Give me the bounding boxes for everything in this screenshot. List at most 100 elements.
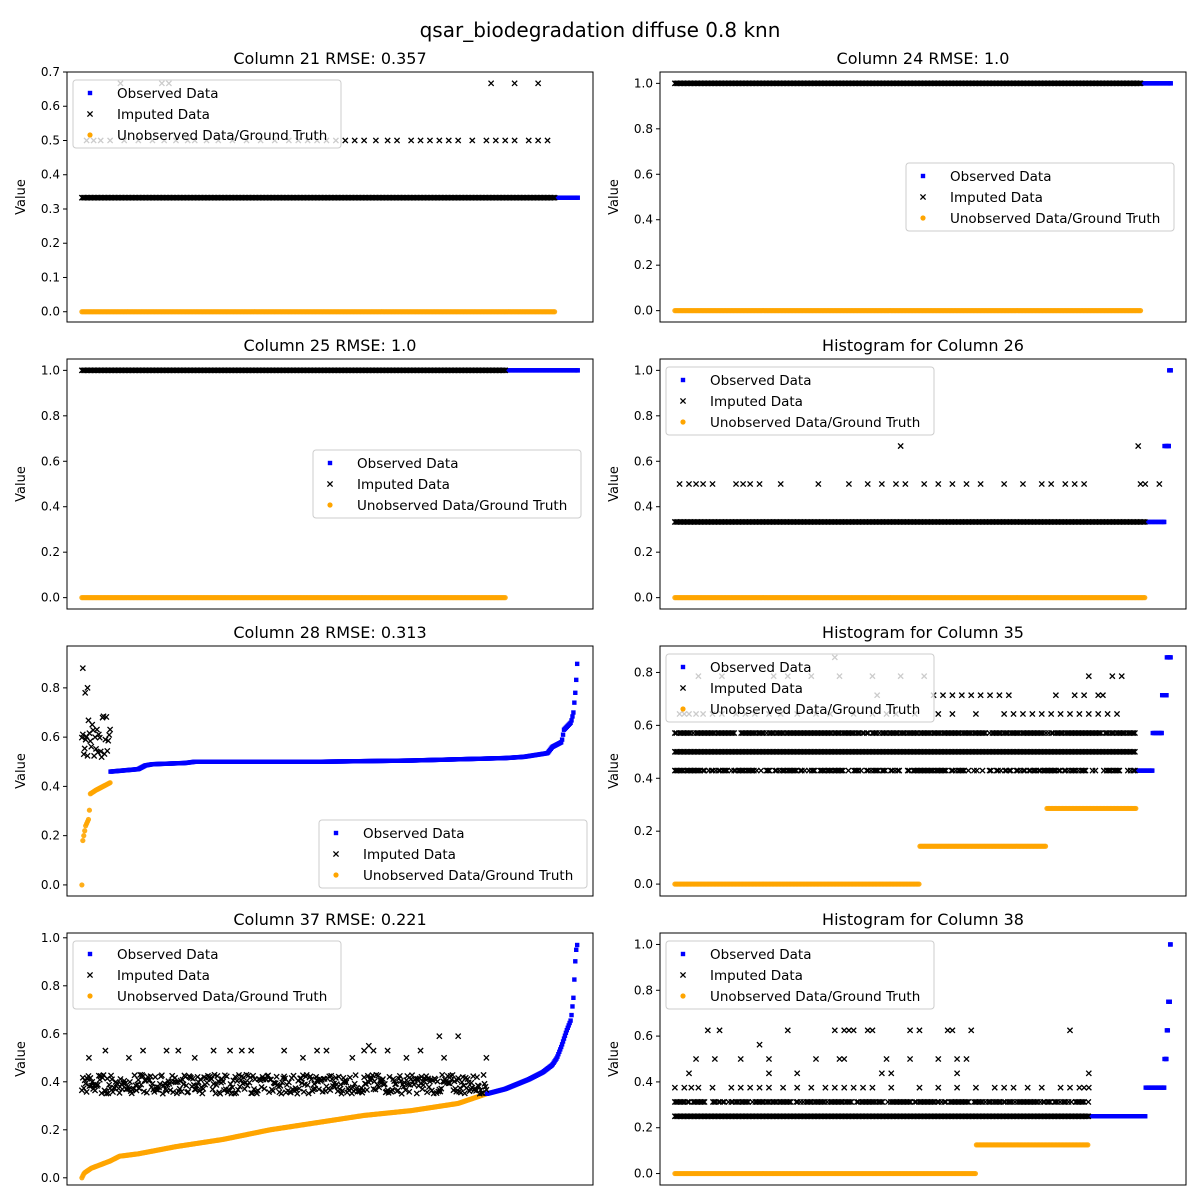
legend-ground-truth-marker [680, 706, 686, 712]
legend-ground-truth-marker [327, 502, 333, 508]
ground-truth-point [1133, 805, 1139, 812]
subplot-title: Column 37 RMSE: 0.221 [233, 910, 426, 929]
y-tick-label: 0.2 [41, 236, 60, 250]
legend-label: Unobserved Data/Ground Truth [950, 211, 1160, 227]
imputed-point [483, 137, 490, 144]
ground-truth-point [107, 780, 113, 786]
imputed-point [1019, 480, 1027, 488]
imputed-point [445, 137, 452, 144]
imputed-point [965, 767, 972, 774]
imputed-point [426, 137, 434, 144]
imputed-point [436, 137, 443, 144]
imputed-point [469, 137, 476, 144]
y-tick-label: 0.2 [41, 1123, 60, 1137]
y-tick-label: 0.2 [634, 545, 653, 559]
y-tick-label: 0.6 [41, 1027, 60, 1041]
imputed-point [1001, 480, 1008, 488]
imputed-point [1113, 710, 1121, 718]
observed-point [574, 677, 579, 683]
imputed-point [1137, 480, 1144, 488]
subplot-title: Histogram for Column 26 [822, 336, 1024, 355]
imputed-point [535, 137, 542, 144]
imputed-point [815, 480, 822, 488]
imputed-point [351, 137, 358, 144]
imputed-point [845, 767, 852, 774]
figure-title: qsar_biodegradation diffuse 0.8 knn [419, 18, 781, 42]
imputed-point [1038, 710, 1045, 718]
legend-label: Unobserved Data/Ground Truth [117, 128, 327, 144]
subplot-6: Histogram for Column 35Value0.00.20.40.6… [607, 623, 1187, 897]
legend-ground-truth-marker [680, 419, 686, 425]
data-marks [671, 80, 1173, 314]
subplot-title: Histogram for Column 35 [822, 623, 1024, 642]
subplot-title: Column 28 RMSE: 0.313 [233, 623, 426, 642]
imputed-point [935, 480, 942, 488]
imputed-point [81, 745, 88, 752]
imputed-point [756, 480, 763, 488]
subplot-5: Column 28 RMSE: 0.313Value0.00.20.40.60.… [14, 623, 594, 897]
observed-point [1150, 768, 1155, 773]
imputed-point [1156, 480, 1163, 488]
imputed-point [488, 80, 495, 87]
imputed-point [845, 480, 852, 488]
axes-frame [66, 71, 594, 323]
legend-label: Observed Data [363, 826, 464, 842]
imputed-point [455, 137, 462, 144]
legend-label: Observed Data [117, 86, 218, 102]
imputed-point [747, 480, 754, 488]
observed-point [571, 710, 576, 715]
y-axis-label: Value [607, 466, 622, 502]
y-tick-label: 0.3 [41, 202, 60, 216]
imputed-point [393, 137, 401, 144]
imputed-point [1038, 480, 1045, 488]
imputed-point [902, 480, 909, 488]
y-axis-label: Value [14, 179, 29, 215]
legend-label: Observed Data [357, 456, 458, 472]
imputed-point [958, 692, 965, 699]
imputed-point [551, 194, 558, 201]
imputed-point [1057, 710, 1064, 718]
y-tick-label: 0.0 [41, 305, 60, 319]
legend-label: Imputed Data [363, 847, 456, 863]
legend-label: Imputed Data [117, 107, 210, 123]
imputed-point [106, 731, 113, 738]
y-axis-label: Value [14, 1041, 29, 1077]
ground-truth-point [502, 595, 508, 601]
observed-point [575, 368, 580, 373]
imputed-point [1099, 692, 1106, 699]
imputed-point [864, 480, 871, 488]
legend-label: Unobserved Data/Ground Truth [710, 702, 920, 718]
imputed-point [921, 480, 928, 488]
observed-point [559, 737, 565, 742]
y-tick-label: 0.8 [41, 979, 60, 993]
imputed-point [1135, 442, 1142, 450]
y-tick-label: 0.8 [41, 681, 60, 695]
subplot-title: Column 24 RMSE: 1.0 [837, 49, 1010, 68]
legend-label: Imputed Data [710, 394, 803, 410]
imputed-point [1118, 673, 1125, 680]
imputed-point [1010, 710, 1017, 718]
ground-truth-point [86, 807, 93, 813]
y-tick-label: 0.5 [41, 133, 60, 147]
y-tick-label: 1.0 [634, 363, 653, 377]
imputed-point [417, 137, 424, 144]
legend-ground-truth-marker [333, 872, 339, 878]
observed-point [1168, 655, 1173, 660]
observed-point [560, 732, 566, 737]
legend-label: Imputed Data [357, 477, 450, 493]
imputed-point [968, 692, 975, 699]
imputed-point [949, 692, 956, 699]
observed-point [575, 195, 580, 200]
legend-label: Unobserved Data/Ground Truth [357, 498, 567, 514]
imputed-point [1095, 692, 1102, 699]
imputed-point [82, 689, 89, 696]
legend: Observed Data Imputed Data Unobserved Data… [72, 79, 342, 149]
ground-truth-point [79, 882, 85, 888]
y-tick-label: 0.2 [634, 258, 653, 272]
legend-box [72, 79, 342, 149]
